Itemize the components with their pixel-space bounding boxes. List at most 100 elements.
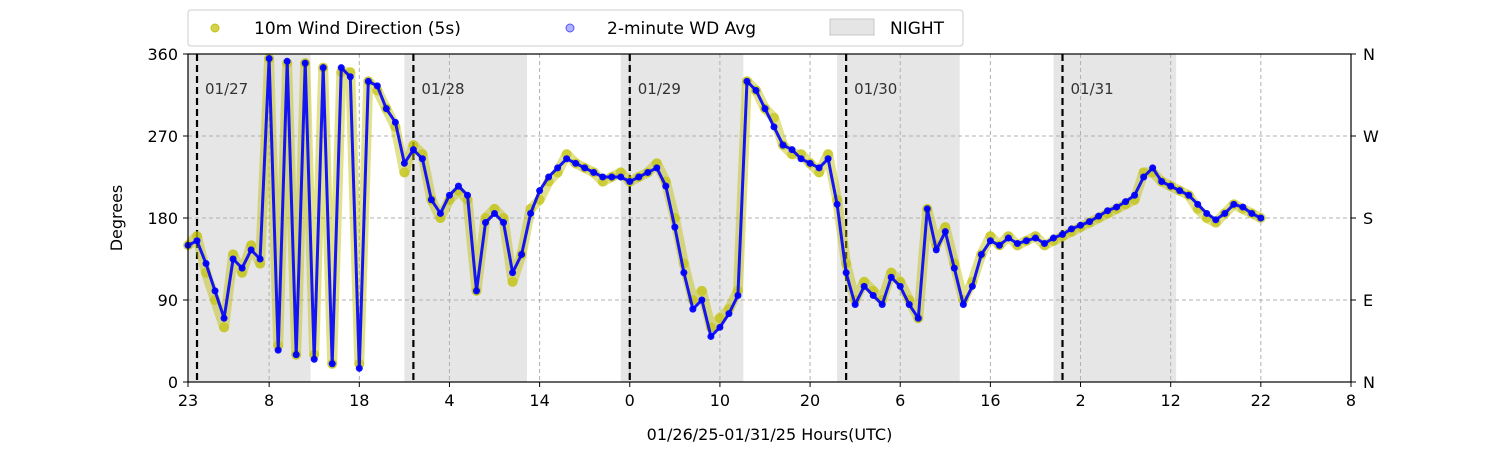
avg-point-39 xyxy=(536,187,544,195)
x-axis-label: 01/26/25-01/31/25 Hours(UTC) xyxy=(647,425,893,444)
avg-point-84 xyxy=(941,228,949,236)
avg-point-50 xyxy=(635,173,643,181)
avg-point-12 xyxy=(292,351,300,359)
avg-point-21 xyxy=(373,82,381,90)
legend-swatch-2 xyxy=(829,18,875,36)
avg-point-118 xyxy=(1248,209,1256,217)
y-tick-label-1: 90 xyxy=(158,291,178,310)
avg-point-23 xyxy=(391,118,399,126)
avg-point-99 xyxy=(1077,221,1085,229)
y-tick-label-4: 360 xyxy=(147,45,178,64)
avg-point-57 xyxy=(698,296,706,304)
day-markers: 01/27 01/28 01/29 01/30 01/31 xyxy=(195,54,1114,382)
avg-point-113 xyxy=(1203,209,1211,217)
avg-point-91 xyxy=(1004,234,1012,242)
legend-label-0: 10m Wind Direction (5s) xyxy=(254,19,461,39)
legend-label-1: 2-minute WD Avg xyxy=(607,19,756,39)
x-tick-label-6: 10 xyxy=(710,391,730,410)
x-tick-label-1: 8 xyxy=(264,391,274,410)
avg-point-89 xyxy=(986,237,994,245)
avg-point-9 xyxy=(265,55,273,63)
x-tick-label-4: 14 xyxy=(529,391,549,410)
avg-point-119 xyxy=(1257,214,1265,222)
x-tick-label-7: 20 xyxy=(800,391,820,410)
avg-point-52 xyxy=(653,164,661,172)
avg-point-59 xyxy=(716,323,724,331)
avg-point-48 xyxy=(617,173,625,181)
y2-tick-label-2: S xyxy=(1363,209,1373,228)
avg-point-27 xyxy=(427,196,435,204)
avg-point-18 xyxy=(346,73,354,81)
avg-point-54 xyxy=(671,223,679,231)
y-tick-label-0: 0 xyxy=(168,373,178,392)
avg-point-81 xyxy=(914,314,922,322)
avg-point-49 xyxy=(626,178,634,186)
avg-point-13 xyxy=(301,59,309,67)
wd-point-59 xyxy=(714,313,725,324)
avg-point-114 xyxy=(1212,216,1220,224)
avg-point-70 xyxy=(815,164,823,172)
avg-point-62 xyxy=(743,77,751,85)
avg-point-51 xyxy=(644,168,652,176)
avg-point-112 xyxy=(1194,200,1202,208)
avg-point-116 xyxy=(1230,200,1238,208)
avg-point-66 xyxy=(779,141,787,149)
day-marker-label-4: 01/31 xyxy=(1071,80,1114,98)
x-tick-label-5: 0 xyxy=(625,391,635,410)
avg-point-45 xyxy=(590,168,598,176)
avg-point-32 xyxy=(472,287,480,295)
avg-point-79 xyxy=(896,282,904,290)
x-tick-label-2: 18 xyxy=(349,391,369,410)
avg-point-58 xyxy=(707,332,715,340)
avg-point-65 xyxy=(770,123,778,131)
wd-point-24 xyxy=(399,167,410,178)
avg-point-24 xyxy=(400,159,408,167)
avg-point-16 xyxy=(328,360,336,368)
avg-point-96 xyxy=(1049,234,1057,242)
y2-tick-label-0: N xyxy=(1363,373,1375,392)
avg-point-26 xyxy=(418,155,426,163)
avg-point-28 xyxy=(436,209,444,217)
avg-point-4 xyxy=(220,314,228,322)
avg-point-85 xyxy=(950,264,958,272)
avg-point-67 xyxy=(788,146,796,154)
avg-point-100 xyxy=(1086,218,1094,226)
avg-point-83 xyxy=(932,246,940,254)
avg-point-43 xyxy=(572,159,580,167)
x-tick-label-0: 23 xyxy=(178,391,198,410)
avg-point-22 xyxy=(382,105,390,113)
avg-point-64 xyxy=(761,105,769,113)
x-tick-label-10: 2 xyxy=(1075,391,1085,410)
x-tick-label-8: 6 xyxy=(895,391,905,410)
legend-swatch-0 xyxy=(210,23,220,33)
avg-point-56 xyxy=(689,305,697,313)
avg-point-7 xyxy=(247,246,255,254)
avg-point-30 xyxy=(454,182,462,190)
avg-point-106 xyxy=(1140,173,1148,181)
avg-point-31 xyxy=(463,191,471,199)
y2-tick-label-1: E xyxy=(1363,291,1373,310)
avg-point-44 xyxy=(581,164,589,172)
grid-lines xyxy=(188,54,1351,382)
x-tick-label-11: 12 xyxy=(1161,391,1181,410)
day-marker-label-3: 01/30 xyxy=(854,80,897,98)
avg-point-104 xyxy=(1122,198,1130,206)
avg-point-75 xyxy=(860,282,868,290)
avg-point-6 xyxy=(238,264,246,272)
avg-point-90 xyxy=(995,241,1003,249)
avg-point-46 xyxy=(599,173,607,181)
avg-point-71 xyxy=(824,155,832,163)
avg-point-86 xyxy=(959,301,967,309)
night-band-0 xyxy=(188,54,311,382)
day-marker-label-2: 01/29 xyxy=(638,80,681,98)
avg-point-95 xyxy=(1040,240,1048,248)
avg-point-55 xyxy=(680,269,688,277)
avg-point-80 xyxy=(905,301,913,309)
wd-point-36 xyxy=(507,276,518,287)
day-marker-label-1: 01/28 xyxy=(421,80,464,98)
avg-point-82 xyxy=(923,205,931,213)
avg-point-107 xyxy=(1149,164,1157,172)
avg-point-109 xyxy=(1167,182,1175,190)
avg-point-41 xyxy=(554,164,562,172)
